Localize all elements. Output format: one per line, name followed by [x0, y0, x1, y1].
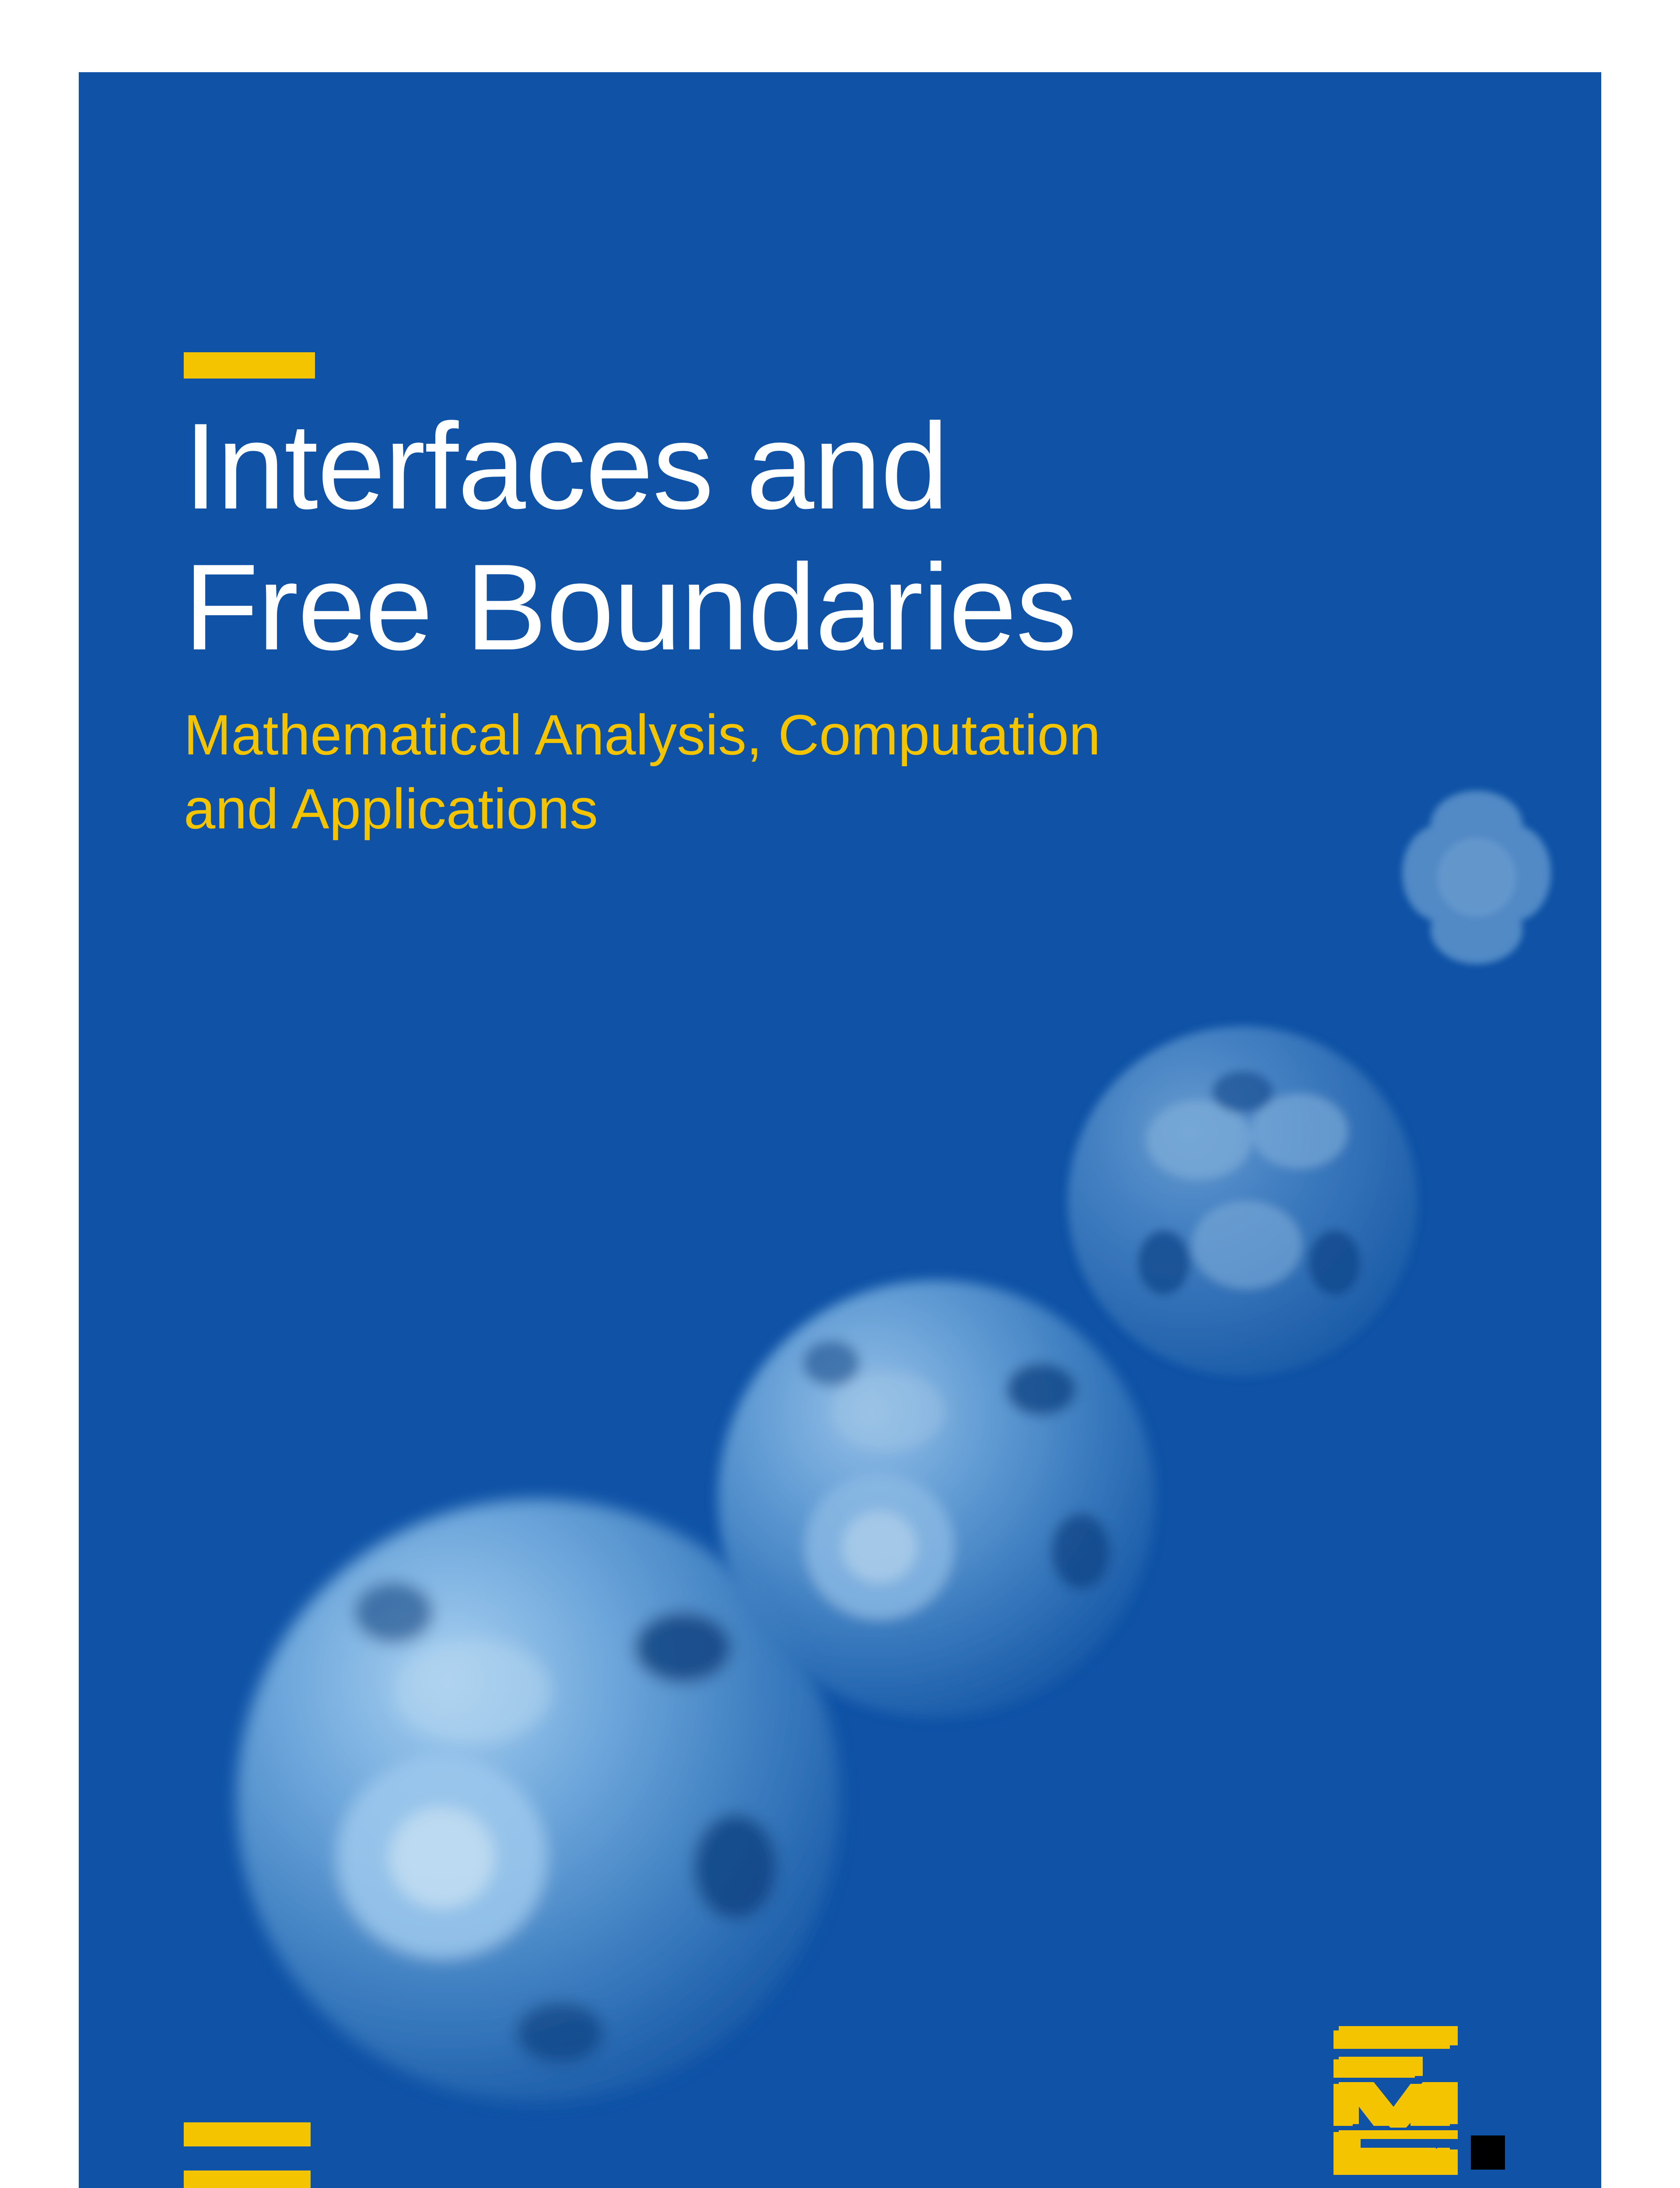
ems-letters-icon	[1339, 2026, 1461, 2175]
accent-bar	[184, 2170, 311, 2188]
logo-square-icon	[1471, 2135, 1505, 2170]
accent-bar	[184, 2122, 311, 2146]
publisher-logo: PRESS	[1334, 2026, 1505, 2188]
logo-mark	[1334, 2026, 1505, 2175]
accent-bar-top	[184, 352, 315, 379]
journal-subtitle: Mathematical Analysis, Computationand Ap…	[184, 698, 1100, 846]
decorative-spheres	[79, 72, 1601, 2188]
logo-text: PRESS	[1334, 2183, 1505, 2188]
accent-bars-bottom	[184, 2122, 311, 2188]
journal-cover: Interfaces andFree Boundaries Mathematic…	[79, 72, 1601, 2188]
journal-title: Interfaces andFree Boundaries	[184, 396, 1076, 678]
